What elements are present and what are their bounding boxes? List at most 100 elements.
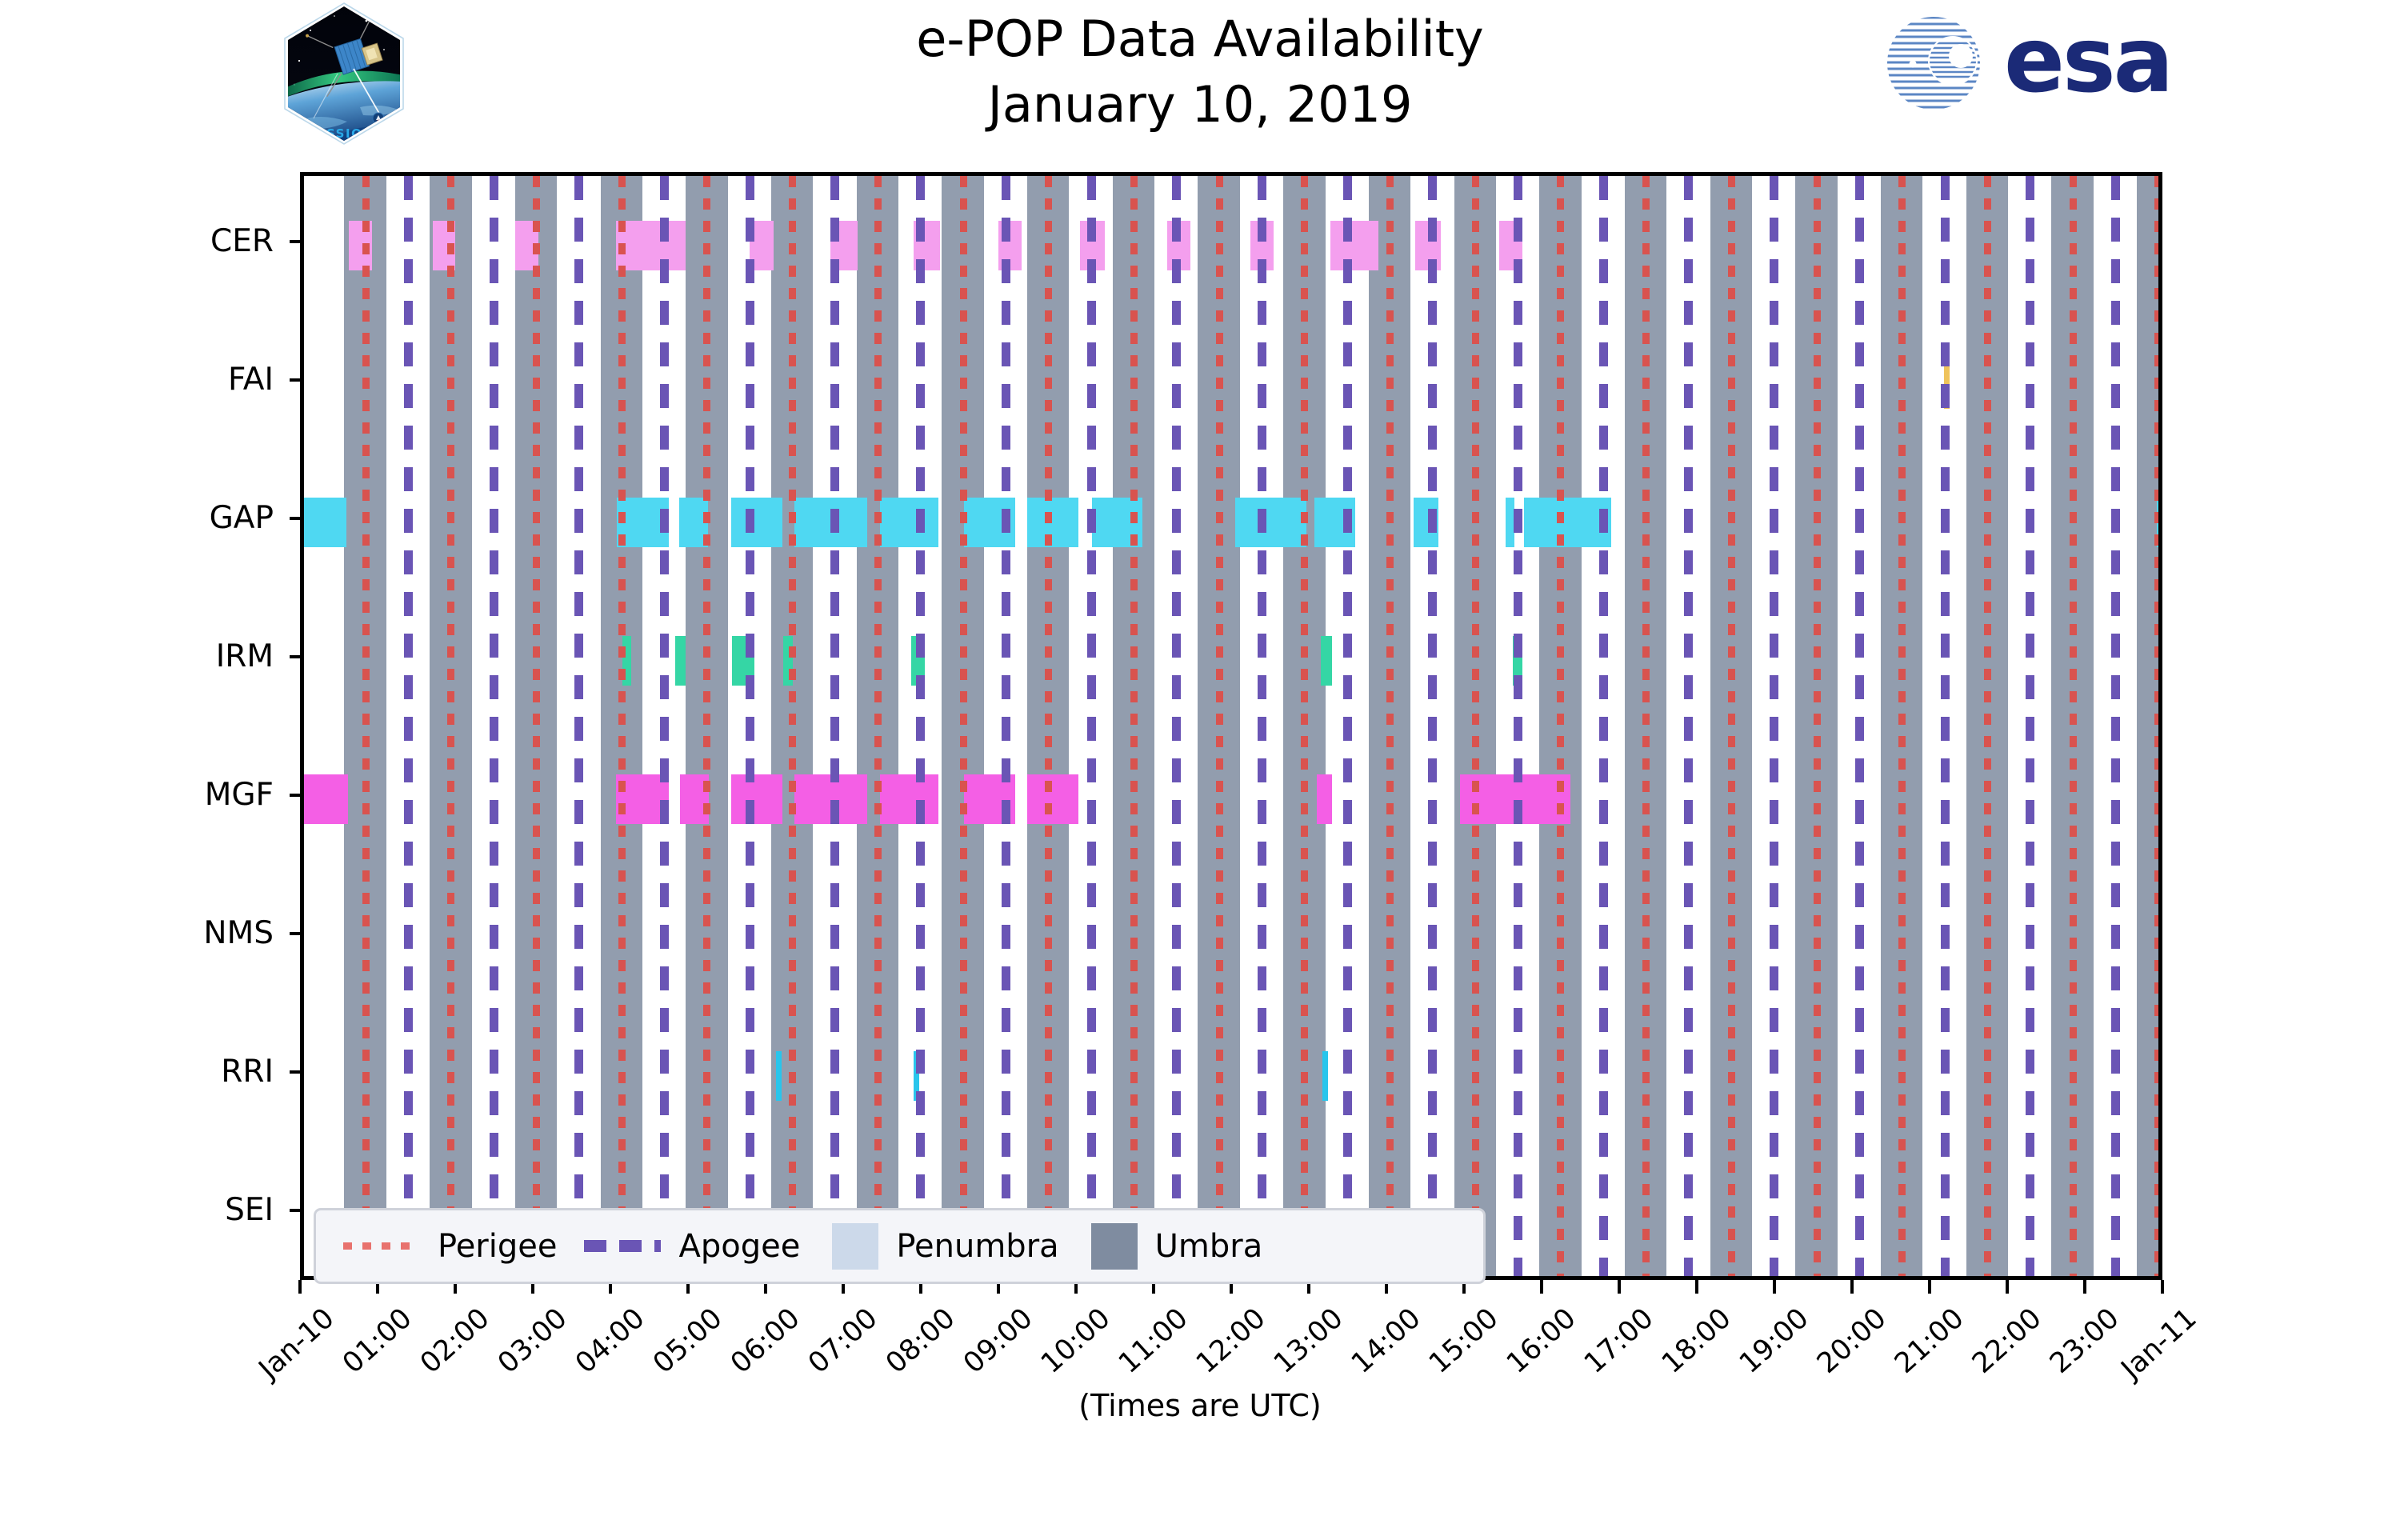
- apogee-marker-line: [1001, 176, 1010, 1276]
- apogee-marker-line: [660, 176, 670, 1276]
- data-bar-irm: [622, 635, 632, 686]
- x-tick-mark: [1850, 1280, 1854, 1294]
- page-header: CASSIOPE e-POP Data Availability January…: [0, 0, 2400, 168]
- data-bar-gap: [1523, 497, 1612, 547]
- y-tick-mark: [290, 932, 302, 936]
- legend-label: Penumbra: [896, 1227, 1059, 1265]
- y-tick-label-gap: GAP: [209, 499, 274, 536]
- perigee-marker-line: [789, 176, 797, 1276]
- x-tick-mark: [1152, 1280, 1155, 1294]
- data-bar-irm: [1320, 635, 1333, 686]
- data-bar-cer: [615, 220, 686, 270]
- apogee-marker-line: [830, 176, 840, 1276]
- perigee-marker-line: [362, 176, 370, 1276]
- data-bar-irm: [674, 635, 686, 686]
- perigee-marker-line: [533, 176, 541, 1276]
- apogee-marker-line: [1598, 176, 1608, 1276]
- plot-inner: [304, 176, 2158, 1276]
- apogee-marker-line: [2110, 176, 2120, 1276]
- perigee-marker-line: [2154, 176, 2158, 1276]
- x-tick-mark: [686, 1280, 690, 1294]
- chart-legend: Perigee Apogee Penumbra Umbra: [314, 1208, 1486, 1284]
- x-tick-mark: [1695, 1280, 1698, 1294]
- apogee-marker-line: [1514, 176, 1523, 1276]
- x-tick-mark: [1385, 1280, 1388, 1294]
- plot-area: [300, 172, 2162, 1280]
- perigee-marker-line: [874, 176, 882, 1276]
- x-tick-mark: [2006, 1280, 2009, 1294]
- y-tick-mark: [290, 1209, 302, 1213]
- apogee-marker-line: [1086, 176, 1096, 1276]
- x-tick-mark: [1928, 1280, 1931, 1294]
- perigee-marker-line: [959, 176, 967, 1276]
- x-tick-mark: [997, 1280, 1000, 1294]
- x-tick-mark: [1230, 1280, 1233, 1294]
- x-tick-mark: [1618, 1280, 1621, 1294]
- x-tick-mark: [454, 1280, 457, 1294]
- data-bar-mgf: [304, 774, 349, 825]
- x-tick-mark: [1074, 1280, 1078, 1294]
- legend-label: Apogee: [678, 1227, 801, 1265]
- data-bar-mgf: [1027, 774, 1079, 825]
- apogee-marker-line: [489, 176, 498, 1276]
- legend-item-apogee[interactable]: Apogee: [557, 1210, 800, 1282]
- apogee-marker-line: [1940, 176, 1950, 1276]
- esa-wordmark: esa: [2004, 9, 2174, 113]
- y-tick-label-fai: FAI: [227, 361, 274, 398]
- x-tick-mark: [2161, 1280, 2164, 1294]
- cassiope-mission-logo: CASSIOPE: [264, 2, 424, 162]
- y-tick-mark: [290, 378, 302, 382]
- x-tick-mark: [531, 1280, 534, 1294]
- x-tick-mark: [609, 1280, 612, 1294]
- legend-swatch-apogee-icon: [584, 1230, 662, 1262]
- esa-emblem-icon: [1887, 17, 1980, 109]
- data-bar-gap: [679, 497, 709, 547]
- perigee-marker-line: [1130, 176, 1138, 1276]
- y-tick-mark: [290, 239, 302, 243]
- legend-swatch-umbra-icon: [1090, 1222, 1138, 1270]
- perigee-marker-line: [447, 176, 455, 1276]
- apogee-marker-line: [1428, 176, 1438, 1276]
- apogee-marker-line: [574, 176, 584, 1276]
- legend-swatch-penumbra-icon: [832, 1222, 879, 1270]
- perigee-marker-line: [1471, 176, 1479, 1276]
- data-bar-rri: [775, 1051, 782, 1102]
- x-tick-mark: [919, 1280, 922, 1294]
- legend-item-perigee[interactable]: Perigee: [316, 1210, 557, 1282]
- esa-agency-logo: esa: [1884, 11, 2252, 115]
- data-bar-mgf: [879, 774, 939, 825]
- legend-item-penumbra[interactable]: Penumbra: [800, 1210, 1059, 1282]
- y-tick-mark: [290, 1070, 302, 1074]
- perigee-marker-line: [618, 176, 626, 1276]
- y-tick-label-cer: CER: [210, 222, 274, 259]
- apogee-marker-line: [1342, 176, 1352, 1276]
- y-tick-mark: [290, 794, 302, 798]
- x-tick-mark: [2083, 1280, 2086, 1294]
- legend-swatch-perigee-icon: [343, 1230, 420, 1262]
- legend-item-umbra[interactable]: Umbra: [1059, 1210, 1262, 1282]
- perigee-marker-line: [1215, 176, 1223, 1276]
- x-tick-mark: [1462, 1280, 1466, 1294]
- apogee-marker-line: [403, 176, 413, 1276]
- perigee-marker-line: [1727, 176, 1735, 1276]
- chart-title-block: e-POP Data Availability January 10, 2019: [608, 6, 1792, 138]
- y-tick-label-sei: SEI: [225, 1192, 274, 1229]
- data-bar-gap: [730, 497, 782, 547]
- chart-title-line-1: e-POP Data Availability: [916, 10, 1484, 68]
- perigee-marker-line: [1386, 176, 1394, 1276]
- legend-label: Perigee: [438, 1227, 558, 1265]
- perigee-marker-line: [703, 176, 711, 1276]
- data-bar-gap: [1027, 497, 1079, 547]
- perigee-marker-line: [1813, 176, 1821, 1276]
- y-tick-label-rri: RRI: [221, 1054, 274, 1090]
- x-axis-caption: (Times are UTC): [1078, 1388, 1322, 1423]
- y-tick-mark: [290, 654, 302, 658]
- availability-chart: CER FAI GAP IRM MGF NMS RRI SEI Jan-10 01:00 02:0…: [203, 172, 2203, 1423]
- chart-title-line-2: January 10, 2019: [987, 75, 1413, 134]
- x-tick-mark: [376, 1280, 379, 1294]
- perigee-marker-line: [1557, 176, 1565, 1276]
- x-tick-mark: [842, 1280, 845, 1294]
- perigee-marker-line: [1642, 176, 1650, 1276]
- data-bar-rri: [1322, 1051, 1328, 1102]
- perigee-marker-line: [2069, 176, 2077, 1276]
